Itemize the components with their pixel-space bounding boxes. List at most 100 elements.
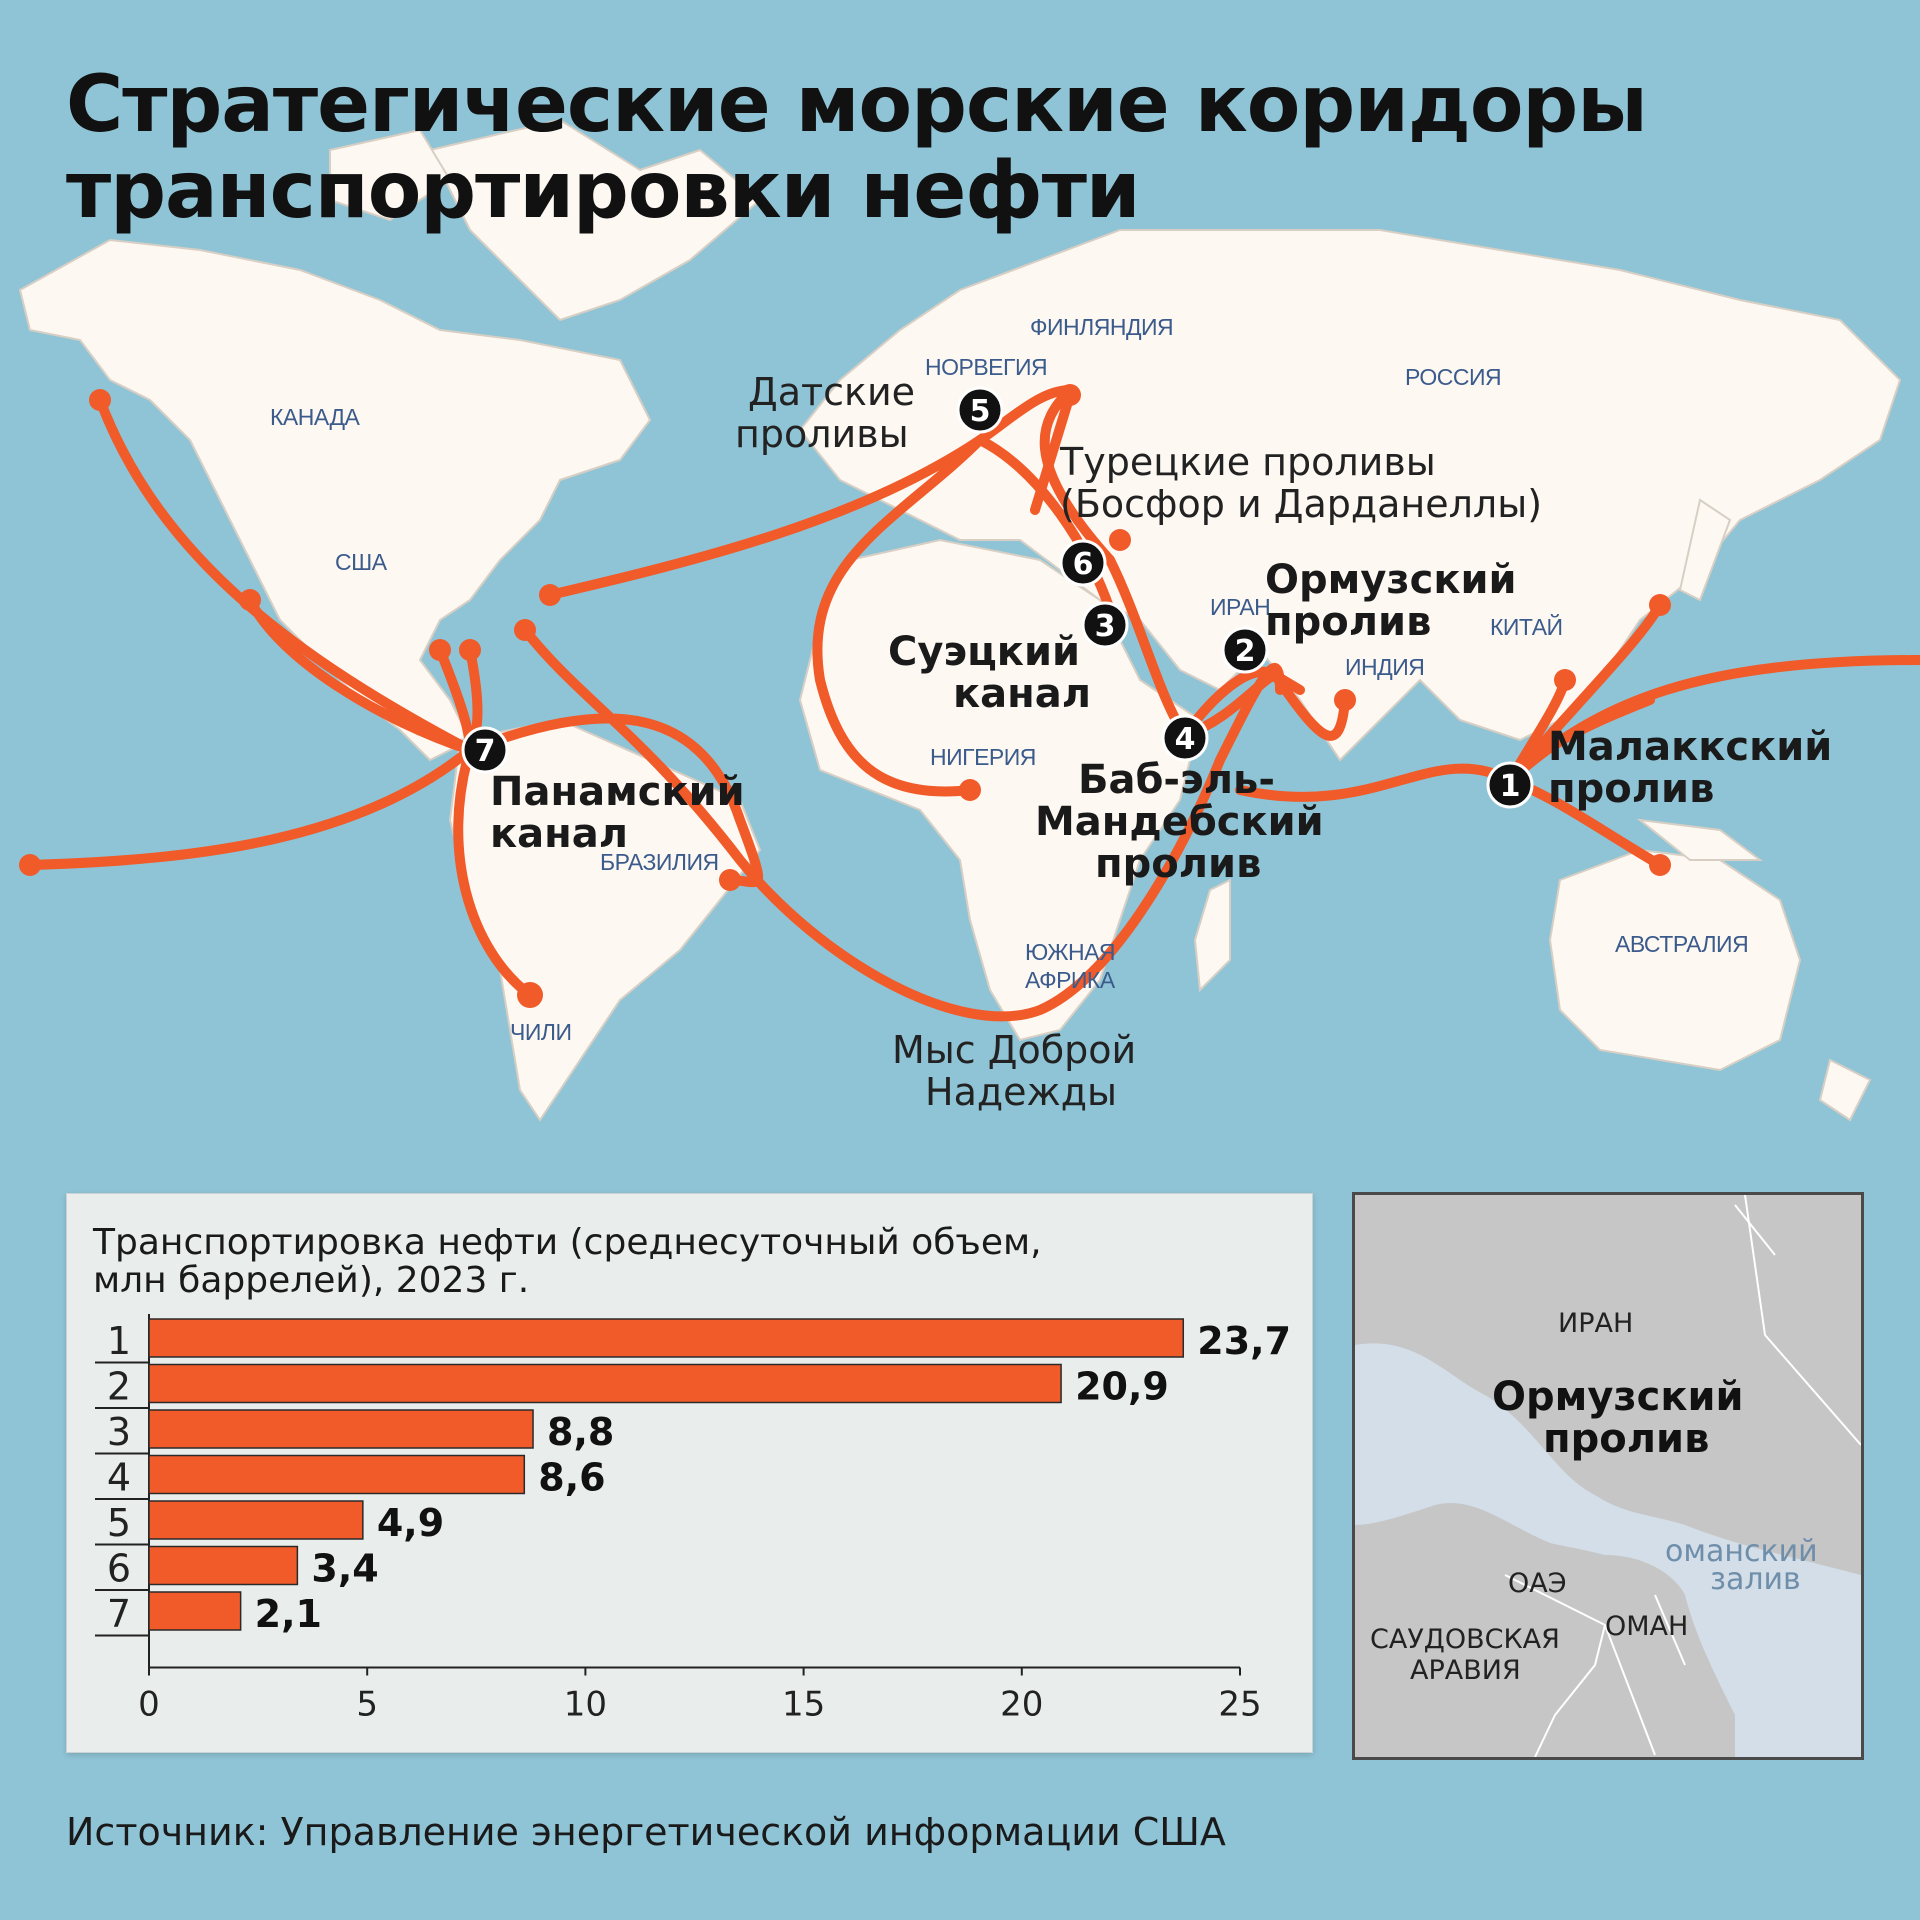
x-tick-label: 15	[782, 1685, 825, 1725]
inset-label-iran: ИРАН	[1558, 1308, 1633, 1339]
chokepoint-marker-1: 1	[1486, 761, 1534, 809]
chart-title: Транспортировка нефти (среднесуточный об…	[93, 1224, 1143, 1300]
inset-label-uae: ОАЭ	[1508, 1568, 1567, 1599]
country-label-russia: РОССИЯ	[1405, 364, 1501, 390]
bar	[148, 1591, 242, 1631]
inset-strait-line-1: Ормузский	[1492, 1374, 1744, 1420]
svg-text:Панамский: Панамский	[490, 769, 745, 815]
page-title-line-2: транспортировки нефти	[66, 146, 1141, 236]
chokepoint-label-2: Ормузский пролив	[1265, 557, 1517, 645]
svg-text:7: 7	[475, 734, 496, 769]
bar	[148, 1409, 534, 1449]
chokepoint-label-4: Баб-эль- Мандебский пролив	[1035, 757, 1324, 887]
country-label-nigeria: НИГЕРИЯ	[930, 744, 1036, 770]
bar-value-label: 20,9	[1075, 1365, 1169, 1409]
bar-value-label: 2,1	[255, 1592, 322, 1636]
land-masses	[18, 118, 1902, 1122]
cape-of-good-hope-label: Мыс Доброй Надежды	[892, 1028, 1136, 1114]
chokepoint-marker-4: 4	[1161, 714, 1209, 762]
country-label-usa: США	[335, 549, 388, 575]
world-map: КАНАДА США НОРВЕГИЯ ФИНЛЯНДИЯ РОССИЯ ИРА…	[18, 118, 1920, 1122]
svg-text:канал: канал	[490, 811, 628, 857]
chokepoint-label-6: Турецкие проливы (Босфор и Дарданеллы)	[1059, 440, 1542, 526]
svg-text:канал: канал	[953, 671, 1091, 717]
bar-value-label: 23,7	[1197, 1319, 1291, 1363]
svg-text:Малаккский: Малаккский	[1548, 724, 1832, 770]
chokepoint-marker-5: 5	[956, 386, 1004, 434]
svg-text:пролив: пролив	[1095, 841, 1261, 887]
inset-gulf-line-1: оманский	[1665, 1534, 1818, 1569]
inset-label-oman: ОМАН	[1605, 1611, 1688, 1642]
svg-text:6: 6	[1073, 547, 1094, 582]
svg-text:Датские: Датские	[748, 370, 915, 414]
chokepoint-marker-7: 7	[461, 726, 509, 774]
chokepoint-label-1: Малаккский пролив	[1548, 724, 1832, 812]
svg-text:Баб-эль-: Баб-эль-	[1078, 757, 1275, 803]
svg-text:Мандебский: Мандебский	[1035, 799, 1324, 845]
country-label-india: ИНДИЯ	[1345, 654, 1424, 680]
inset-land-peninsula	[1355, 1520, 1735, 1757]
country-label-finland: ФИНЛЯНДИЯ	[1030, 314, 1173, 340]
country-label-brazil: БРАЗИЛИЯ	[600, 849, 719, 875]
source-note: Источник: Управление энергетической инфо…	[66, 1810, 1226, 1854]
svg-text:Турецкие проливы: Турецкие проливы	[1059, 440, 1436, 484]
category-label: 6	[107, 1547, 131, 1591]
svg-text:Мыс Доброй: Мыс Доброй	[892, 1028, 1136, 1072]
x-tick-label: 20	[1000, 1685, 1043, 1725]
svg-text:1: 1	[1500, 769, 1521, 804]
bar	[148, 1545, 299, 1586]
oil-transit-chart: Транспортировка нефти (среднесуточный об…	[66, 1193, 1313, 1753]
chart-title-line-1: Транспортировка нефти (среднесуточный об…	[93, 1222, 1042, 1263]
chart-title-line-2: млн баррелей), 2023 г.	[93, 1260, 530, 1301]
category-label: 1	[107, 1319, 131, 1363]
svg-text:Надежды: Надежды	[925, 1070, 1117, 1114]
category-label: 2	[107, 1365, 131, 1409]
bar-value-label: 3,4	[311, 1547, 378, 1591]
chokepoint-label-5: Датские проливы	[735, 370, 915, 456]
bar	[148, 1500, 364, 1540]
inset-label-saudi-2: АРАВИЯ	[1410, 1655, 1521, 1686]
x-tick-label: 25	[1218, 1685, 1261, 1725]
bar-value-label: 8,8	[547, 1410, 614, 1454]
country-label-south-africa-2: АФРИКА	[1025, 967, 1116, 993]
svg-text:Ормузский: Ормузский	[1265, 557, 1517, 603]
inset-gulf-line-2: залив	[1710, 1562, 1801, 1597]
svg-text:(Босфор и Дарданеллы): (Босфор и Дарданеллы)	[1060, 482, 1542, 526]
country-label-australia: АВСТРАЛИЯ	[1615, 931, 1748, 957]
page-title: Стратегические морские коридоры транспор…	[66, 60, 1648, 236]
bar-value-label: 4,9	[377, 1501, 444, 1545]
x-tick-label: 10	[564, 1685, 607, 1725]
chokepoint-marker-6: 6	[1059, 539, 1107, 587]
route-endpoints	[19, 384, 1671, 1008]
category-label: 5	[107, 1501, 131, 1545]
country-label-chile: ЧИЛИ	[510, 1019, 572, 1045]
svg-text:2: 2	[1235, 634, 1256, 669]
category-label: 4	[107, 1456, 131, 1500]
page-title-line-1: Стратегические морские коридоры	[66, 60, 1648, 150]
category-label: 7	[107, 1592, 131, 1636]
country-label-china: КИТАЙ	[1490, 613, 1563, 640]
bar	[148, 1363, 1062, 1404]
country-label-canada: КАНАДА	[270, 404, 361, 430]
country-label-south-africa-1: ЮЖНАЯ	[1025, 939, 1115, 965]
chokepoint-label-3: Суэцкий канал	[888, 629, 1091, 717]
inset-water	[1355, 1343, 1861, 1757]
inset-borders	[1504, 1195, 1861, 1757]
country-label-norway: НОРВЕГИЯ	[925, 354, 1047, 380]
inset-strait-line-2: пролив	[1543, 1416, 1709, 1462]
svg-text:5: 5	[970, 394, 991, 429]
svg-text:Суэцкий: Суэцкий	[888, 629, 1080, 675]
country-label-iran: ИРАН	[1210, 594, 1270, 620]
x-tick-label: 0	[138, 1685, 160, 1725]
bar-value-label: 8,6	[538, 1456, 605, 1500]
inset-label-saudi-1: САУДОВСКАЯ	[1370, 1624, 1560, 1655]
category-label: 3	[107, 1410, 131, 1454]
x-tick-label: 5	[356, 1685, 378, 1725]
svg-text:пролив: пролив	[1265, 599, 1431, 645]
bar	[148, 1454, 526, 1495]
chokepoint-marker-3: 3	[1081, 601, 1129, 649]
hormuz-inset-map: ИРАН Ормузский пролив оманский залив ОАЭ…	[1352, 1192, 1864, 1760]
chokepoint-label-7: Панамский канал	[490, 769, 745, 857]
bar	[148, 1318, 1185, 1358]
chokepoint-marker-2: 2	[1221, 626, 1269, 674]
